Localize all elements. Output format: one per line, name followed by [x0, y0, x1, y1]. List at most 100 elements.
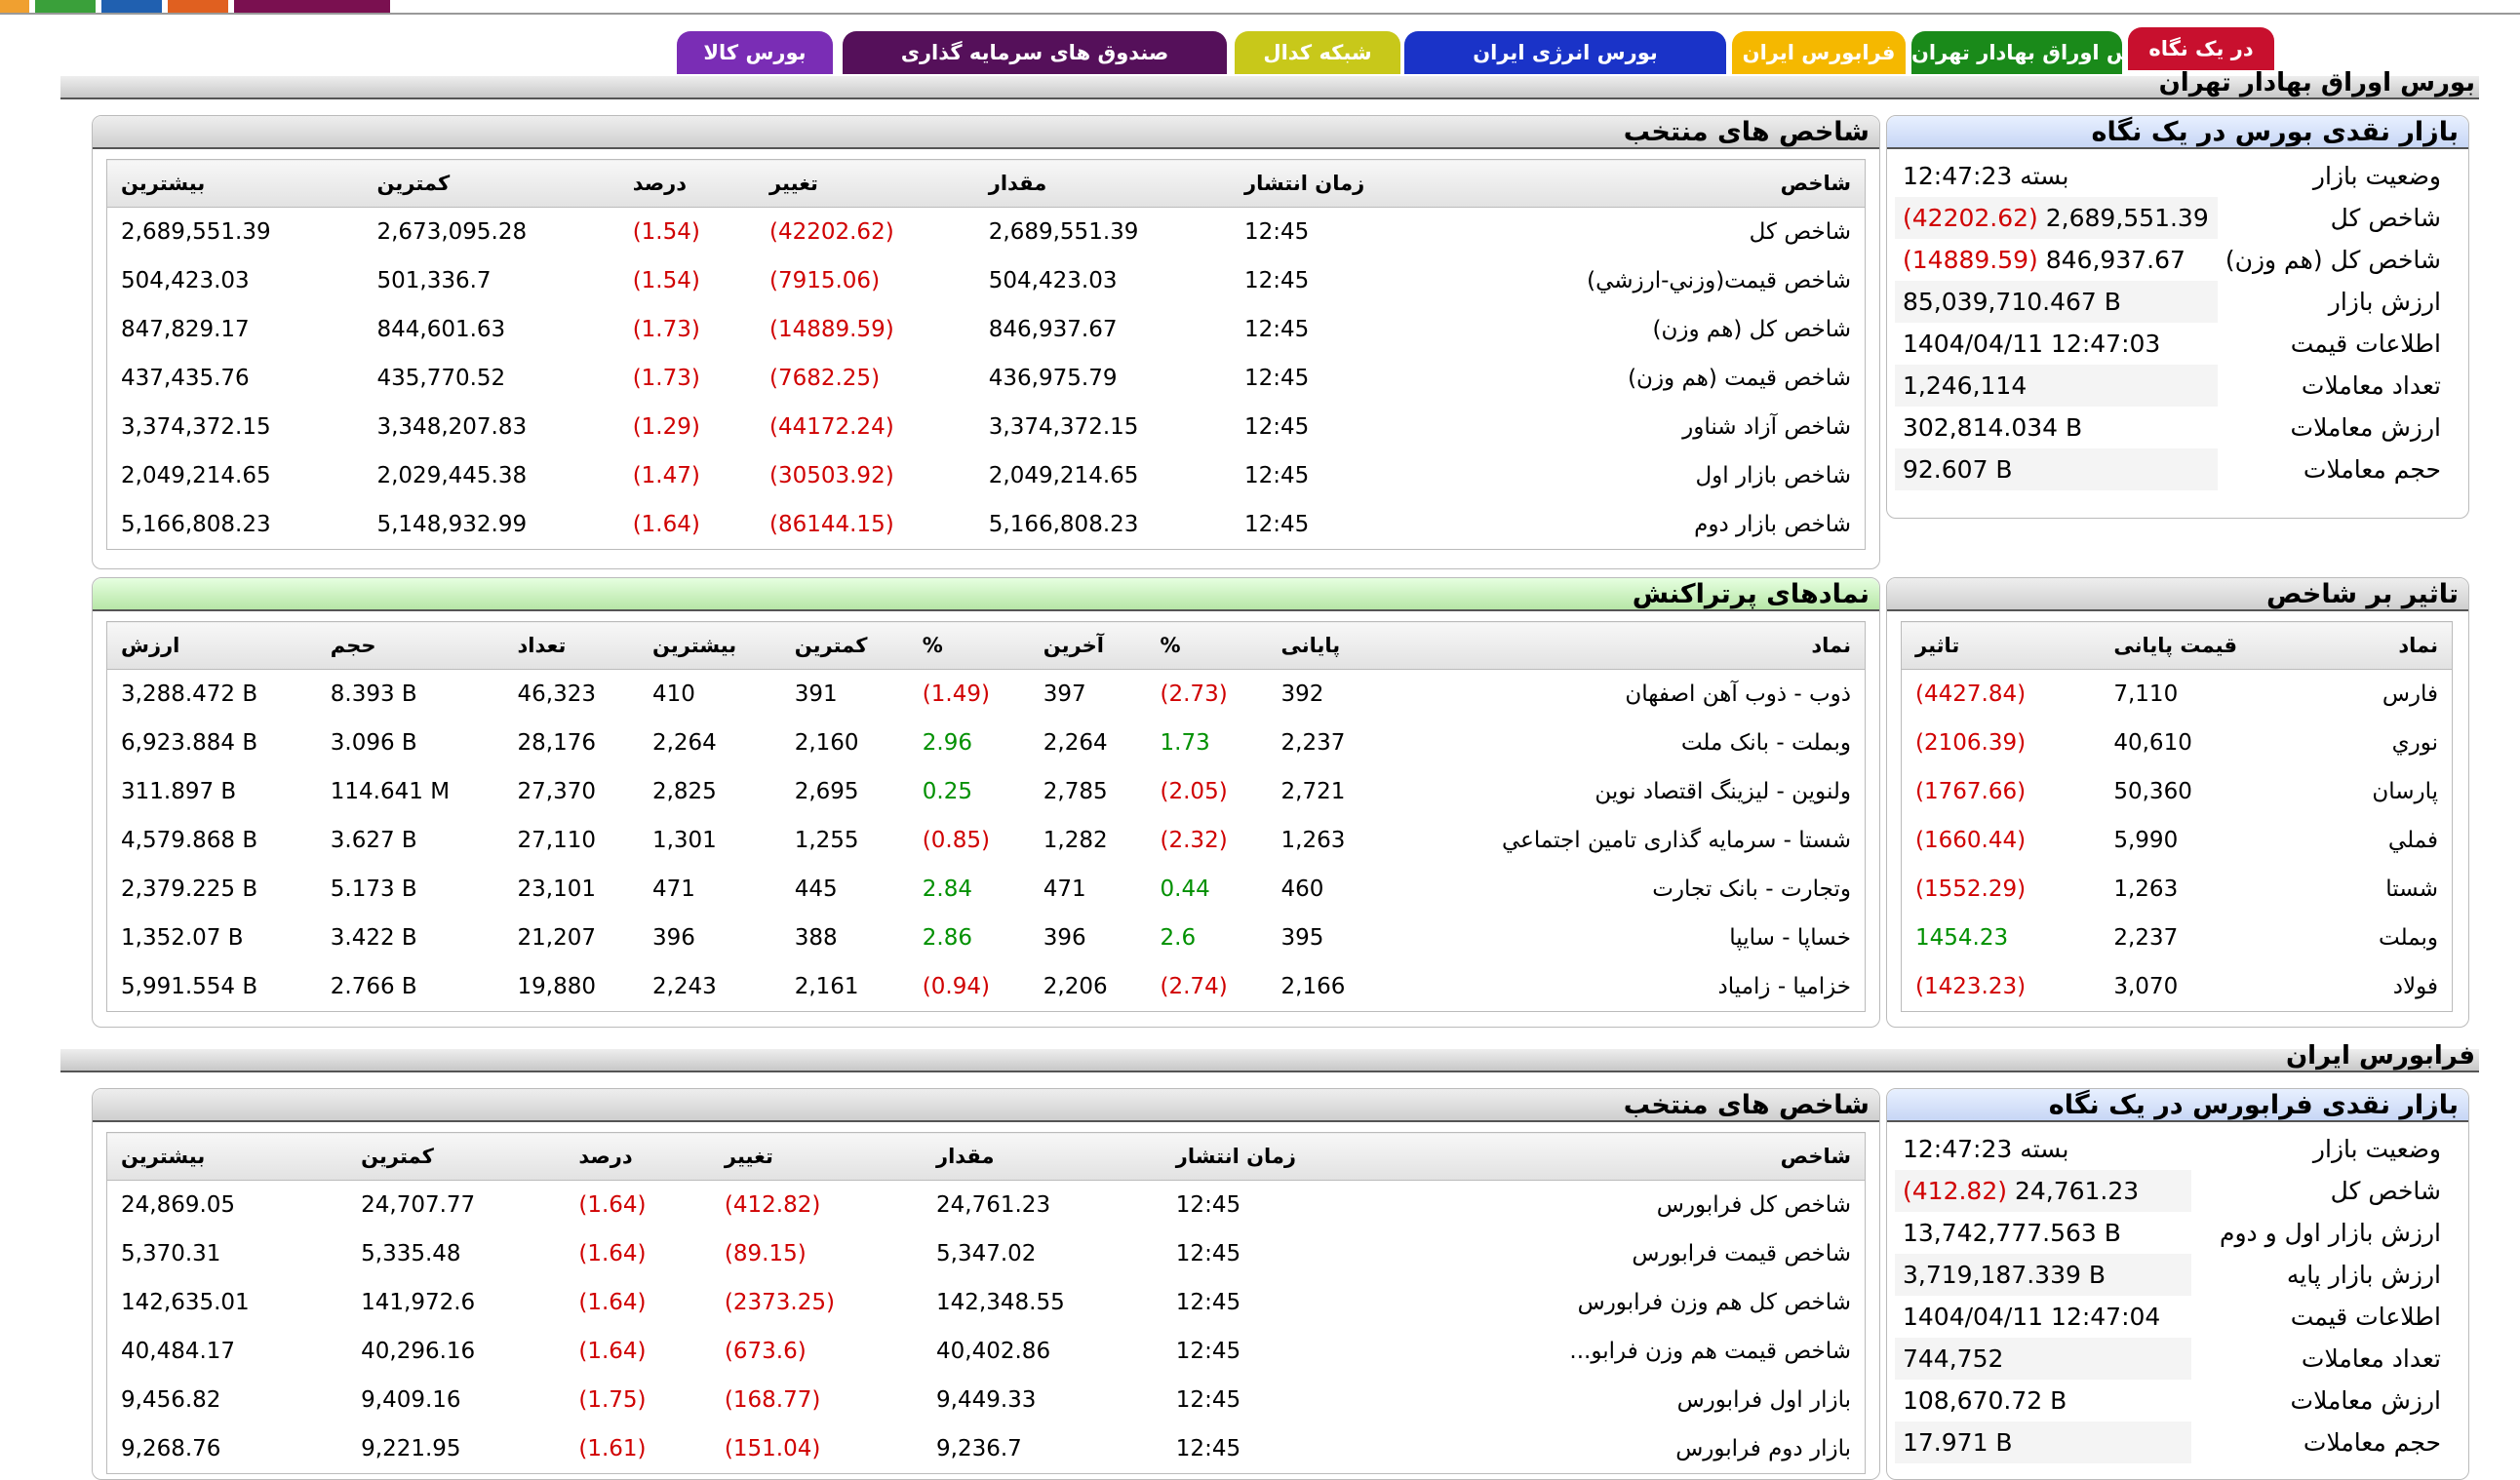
table-row[interactable]: شاخص کل فرابورس 12:45 24,761.23 (412.82) (1.… — [107, 1181, 1866, 1230]
column-header[interactable]: زمان انتشار — [1230, 159, 1444, 208]
tab-1[interactable]: بورس اوراق بهادار تهران — [1911, 31, 2122, 74]
table-row[interactable]: وتجارت - بانک تجارت 460 0.44 471 2.84 445 471 2… — [107, 865, 1866, 914]
column-header[interactable]: درصد — [565, 1132, 711, 1181]
column-header[interactable]: پایانی — [1267, 621, 1385, 670]
table-row[interactable]: شستا 1,263 (1552.29) — [1902, 865, 2453, 914]
row-name[interactable]: پارسان — [2372, 779, 2438, 804]
summary-value-cell: 1,246,114 — [1895, 365, 2219, 407]
table-row[interactable]: بازار اول فرابورس 12:45 9,449.33 (168.77) (1… — [107, 1376, 1866, 1424]
row-name[interactable]: نوري — [2391, 730, 2438, 756]
column-header[interactable]: تغییر — [710, 1132, 924, 1181]
row-name[interactable]: فملي — [2387, 828, 2438, 853]
table-row[interactable]: پارسان 50,360 (1767.66) — [1902, 767, 2453, 816]
column-header[interactable]: ارزش — [106, 621, 317, 670]
table-row[interactable]: ولنوین - لیزینگ اقتصاد نوین 2,721 (2.05) 2,… — [107, 767, 1866, 816]
row-name[interactable]: شاخص کل (هم وزن) — [1652, 317, 1851, 342]
panel-header: شاخص های منتخب — [93, 1089, 1879, 1122]
table-row[interactable]: شاخص کل هم وزن فرابورس 12:45 142,348.55 (23… — [107, 1278, 1866, 1327]
tab-3[interactable]: بورس انرژی ایران — [1404, 31, 1726, 74]
column-header[interactable]: بیشترین — [638, 621, 781, 670]
table-row[interactable]: شاخص کل (هم وزن) 12:45 846,937.67 (14889.59… — [107, 305, 1866, 354]
column-header[interactable]: درصد — [618, 159, 756, 208]
row-name[interactable]: ذوب - ذوب آهن اصفهان — [1625, 682, 1851, 707]
column-header[interactable]: زمان انتشار — [1162, 1132, 1390, 1181]
row-name[interactable]: وتجارت - بانک تجارت — [1652, 876, 1851, 902]
table-row[interactable]: شاخص قیمت فرابورس 12:45 5,347.02 (89.15) (1.… — [107, 1229, 1866, 1278]
column-header[interactable]: % — [908, 621, 1030, 670]
table-row[interactable]: خزامیا - زامیاد 2,166 (2.74) 2,206 (0.94) 2,1… — [107, 962, 1866, 1012]
column-header[interactable]: بیشترین — [106, 1132, 348, 1181]
table-row[interactable]: وبملت 2,237 1454.23 — [1902, 914, 2453, 962]
tab-5[interactable]: صندوق های سرمایه گذاری — [843, 31, 1227, 74]
column-header[interactable]: مقدار — [974, 159, 1231, 208]
row-name[interactable]: شاخص کل فرابورس — [1656, 1192, 1851, 1218]
row-name[interactable]: بازار اول فرابورس — [1676, 1387, 1851, 1413]
table-row[interactable]: بازار دوم فرابورس 12:45 9,236.7 (151.04) (1.… — [107, 1424, 1866, 1474]
column-header[interactable]: کمترین — [363, 159, 619, 208]
column-header[interactable]: آخرین — [1029, 621, 1147, 670]
row-name[interactable]: شاخص کل هم وزن فرابورس — [1577, 1290, 1851, 1315]
table-row[interactable]: شاخص آزاد شناور 12:45 3,374,372.15 (44172.2… — [107, 403, 1866, 451]
table-row[interactable]: شاخص کل 12:45 2,689,551.39 (42202.62) (1.54)… — [107, 208, 1866, 257]
summary-value-cell: بسته 12:47:23 — [1895, 155, 2219, 197]
table-row[interactable]: شاخص قیمت (هم وزن) 12:45 436,975.79 (7682.2… — [107, 354, 1866, 403]
tab-4[interactable]: شبکه کدال — [1235, 31, 1400, 74]
cell: (7915.06) — [768, 268, 881, 293]
tab-2[interactable]: فرابورس ایران — [1732, 31, 1906, 74]
column-header[interactable]: % — [1146, 621, 1268, 670]
column-header[interactable]: کمترین — [780, 621, 909, 670]
row-name[interactable]: فارس — [2382, 682, 2438, 707]
row-name[interactable]: شاخص بازار اول — [1695, 463, 1851, 488]
tab-0[interactable]: در یک نگاه — [2128, 27, 2274, 70]
summary-row: شاخص کل (412.82) 24,761.23 — [1895, 1170, 2455, 1212]
column-header[interactable]: تغییر — [755, 159, 975, 208]
column-header[interactable]: نماد — [1384, 621, 1866, 670]
cell: 1,263 — [1280, 828, 1346, 853]
table-row[interactable]: شستا - سرمایه گذاری تامین اجتماعي 1,263 (2… — [107, 816, 1866, 865]
table-row[interactable]: فولاد 3,070 (1423.23) — [1902, 962, 2453, 1012]
row-name[interactable]: شاخص قیمت هم وزن فرابو... — [1569, 1339, 1851, 1364]
row-name[interactable]: شاخص قیمت (هم وزن) — [1628, 366, 1851, 391]
row-name[interactable]: شاخص قیمت فرابورس — [1632, 1241, 1851, 1266]
column-header[interactable]: شاخص — [1389, 1132, 1866, 1181]
summary-label: ارزش معاملات — [2290, 1386, 2441, 1415]
row-name[interactable]: شستا - سرمایه گذاری تامین اجتماعي — [1501, 828, 1851, 853]
table-row[interactable]: شاخص بازار دوم 12:45 5,166,808.23 (86144.15… — [107, 500, 1866, 550]
row-name[interactable]: شاخص آزاد شناور — [1682, 414, 1851, 440]
row-name[interactable]: شستا — [2385, 876, 2438, 902]
table-row[interactable]: وبملت - بانک ملت 2,237 1.73 2,264 2.96 2,160 2… — [107, 719, 1866, 767]
table-row[interactable]: ذوب - ذوب آهن اصفهان 392 (2.73) 397 (1.49) 39… — [107, 670, 1866, 720]
table-row[interactable]: شاخص قیمت هم وزن فرابو... 12:45 40,402.86 (… — [107, 1327, 1866, 1376]
row-name[interactable]: وبملت - بانک ملت — [1680, 730, 1851, 756]
table-row[interactable]: خساپا - سایپا 395 2.6 396 2.86 388 396 21,207 3.… — [107, 914, 1866, 962]
table-row[interactable]: فملي 5,990 (1660.44) — [1902, 816, 2453, 865]
row-name[interactable]: خزامیا - زامیاد — [1717, 974, 1852, 999]
column-header[interactable]: تعداد — [503, 621, 639, 670]
column-header[interactable]: مقدار — [923, 1132, 1162, 1181]
column-header[interactable]: شاخص — [1443, 159, 1866, 208]
table-row[interactable]: شاخص قیمت(وزني-ارزشي) 12:45 504,423.03 (791… — [107, 256, 1866, 305]
table-row[interactable]: نوري 40,610 (2106.39) — [1902, 719, 2453, 767]
column-header[interactable]: تاثیر — [1901, 621, 2101, 670]
column-header[interactable]: بیشترین — [106, 159, 364, 208]
summary-label: تعداد معاملات — [2301, 1344, 2441, 1373]
table-row[interactable]: شاخص بازار اول 12:45 2,049,214.65 (30503.92… — [107, 451, 1866, 500]
row-name[interactable]: بازار دوم فرابورس — [1675, 1436, 1851, 1461]
column-header[interactable]: کمترین — [347, 1132, 566, 1181]
row-name[interactable]: شاخص قیمت(وزني-ارزشي) — [1587, 268, 1851, 293]
table-row[interactable]: فارس 7,110 (4427.84) — [1902, 670, 2453, 720]
cell: 12:45 — [1243, 414, 1310, 440]
row-name[interactable]: ولنوین - لیزینگ اقتصاد نوین — [1595, 779, 1851, 804]
column-header[interactable]: قیمت پایانی — [2100, 621, 2317, 670]
row-name[interactable]: فولاد — [2392, 974, 2438, 999]
summary-value: 2,689,551.39 — [2045, 204, 2209, 232]
row-name[interactable]: شاخص کل — [1749, 219, 1851, 245]
cell: 3,348,207.83 — [376, 414, 528, 440]
row-name[interactable]: خساپا - سایپا — [1729, 925, 1851, 951]
column-header[interactable]: نماد — [2317, 621, 2453, 670]
summary-label: حجم معاملات — [2303, 1428, 2441, 1457]
column-header[interactable]: حجم — [316, 621, 504, 670]
tab-6[interactable]: بورس کالا — [677, 31, 833, 74]
row-name[interactable]: شاخص بازار دوم — [1694, 512, 1851, 537]
row-name[interactable]: وبملت — [2378, 925, 2438, 951]
